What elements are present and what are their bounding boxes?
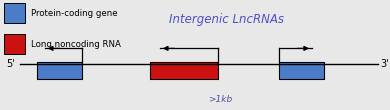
Text: Intergenic LncRNAs: Intergenic LncRNAs <box>169 13 284 26</box>
Text: 5': 5' <box>6 59 15 69</box>
Text: Long noncoding RNA: Long noncoding RNA <box>31 39 121 49</box>
Text: >1kb: >1kb <box>208 94 232 104</box>
FancyBboxPatch shape <box>4 3 25 23</box>
Bar <box>37 62 82 79</box>
Text: 3': 3' <box>380 59 389 69</box>
FancyBboxPatch shape <box>4 34 25 54</box>
Text: Protein-coding gene: Protein-coding gene <box>31 9 118 18</box>
Bar <box>279 62 324 79</box>
Bar <box>150 62 218 79</box>
